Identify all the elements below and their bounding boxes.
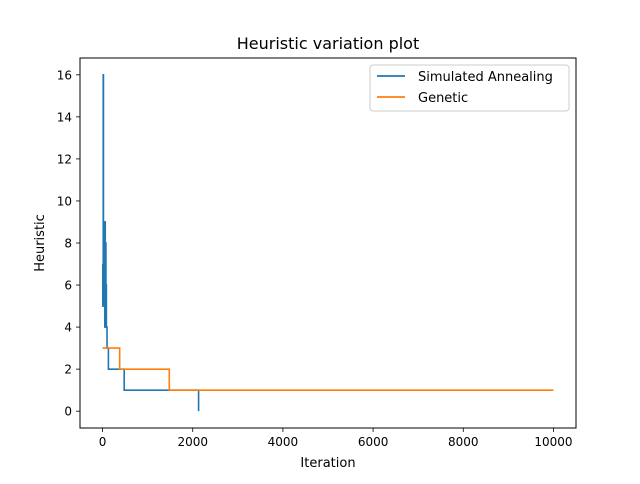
- x-tick-label: 4000: [268, 435, 299, 449]
- x-tick-label: 0: [99, 435, 107, 449]
- x-tick-label: 10000: [534, 435, 572, 449]
- legend-box: [369, 64, 570, 112]
- y-tick-label: 2: [64, 363, 72, 377]
- y-tick-label: 0: [64, 405, 72, 419]
- series-line-simulated-annealing: [101, 74, 200, 412]
- y-tick-label: 16: [57, 68, 72, 82]
- legend-label-simulated-annealing: Simulated Annealing: [418, 70, 553, 85]
- x-tick-label: 6000: [358, 435, 389, 449]
- y-tick-label: 14: [57, 110, 72, 124]
- y-axis-label: Heuristic: [33, 214, 48, 272]
- series-layer: [101, 74, 554, 412]
- legend-label-genetic: Genetic: [418, 91, 468, 106]
- y-tick-label: 8: [64, 237, 72, 251]
- y-tick-label: 4: [64, 321, 72, 335]
- legend: Simulated Annealing Genetic: [369, 64, 570, 112]
- x-axis-label: Iteration: [300, 456, 355, 471]
- series-line-genetic: [102, 347, 554, 391]
- y-axis-ticks: 0 2 4 6 8 10 12 14 16: [57, 68, 80, 419]
- y-tick-label: 10: [57, 194, 72, 208]
- x-tick-label: 2000: [177, 435, 208, 449]
- chart-title: Heuristic variation plot: [237, 34, 419, 53]
- x-tick-label: 8000: [448, 435, 479, 449]
- x-axis-ticks: 0 2000 4000 6000 8000 10000: [99, 428, 573, 449]
- y-tick-label: 12: [57, 152, 72, 166]
- y-tick-label: 6: [64, 279, 72, 293]
